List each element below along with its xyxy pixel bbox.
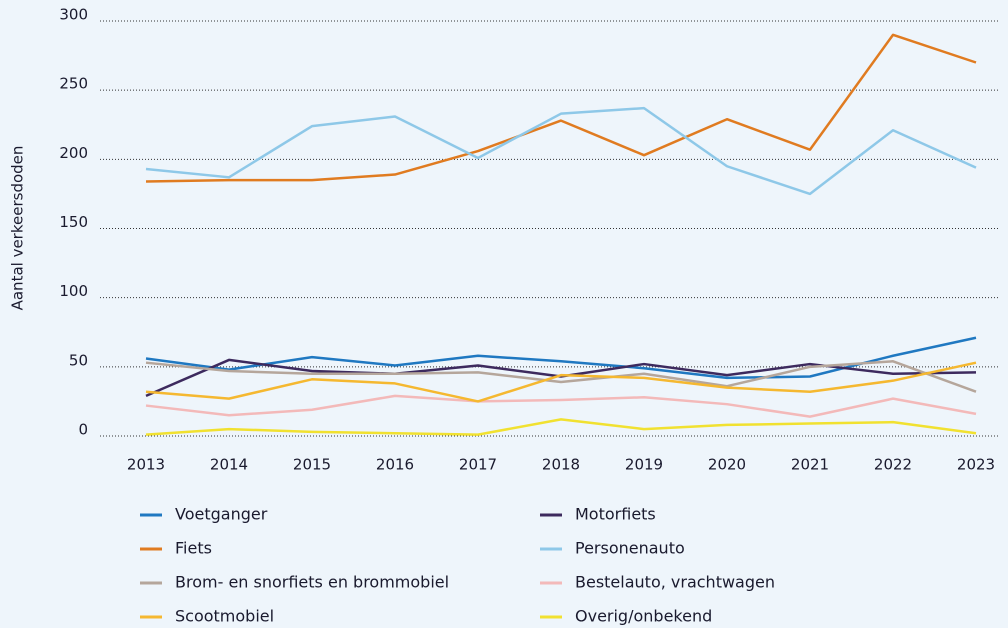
y-tick-label: 250: [59, 75, 88, 93]
x-tick-label: 2018: [542, 456, 580, 474]
series-line: [145, 361, 977, 403]
legend-label: Scootmobiel: [175, 607, 274, 626]
x-tick-label: 2013: [127, 456, 165, 474]
x-tick-label: 2023: [957, 456, 995, 474]
legend-label: Bestelauto, vrachtwagen: [575, 573, 775, 592]
y-tick-label: 50: [69, 351, 88, 369]
series-line: [145, 106, 977, 196]
y-tick-label: 150: [59, 213, 88, 231]
series-line: [145, 358, 977, 398]
legend-label: Personenauto: [575, 539, 685, 558]
y-axis-label: Aantal verkeersdoden: [9, 146, 27, 311]
x-tick-label: 2022: [874, 456, 912, 474]
y-tick-label: 100: [59, 282, 88, 300]
y-tick-label: 300: [59, 6, 88, 24]
y-tick-label: 200: [59, 144, 88, 162]
legend-label: Motorfiets: [575, 505, 656, 524]
x-tick-label: 2016: [376, 456, 414, 474]
x-tick-label: 2021: [791, 456, 829, 474]
series-line: [145, 418, 977, 436]
legend-label: Fiets: [175, 539, 212, 558]
x-tick-label: 2020: [708, 456, 746, 474]
series-line: [145, 360, 977, 393]
x-tick-label: 2017: [459, 456, 497, 474]
series-line: [145, 394, 977, 418]
series-line: [145, 336, 977, 380]
legend-label: Brom- en snorfiets en brommobiel: [175, 573, 449, 592]
y-tick-label: 0: [78, 421, 88, 439]
series-line: [145, 33, 977, 183]
x-tick-label: 2015: [293, 456, 331, 474]
legend-label: Overig/onbekend: [575, 607, 712, 626]
x-tick-label: 2014: [210, 456, 248, 474]
legend-label: Voetganger: [175, 505, 268, 524]
x-tick-label: 2019: [625, 456, 663, 474]
